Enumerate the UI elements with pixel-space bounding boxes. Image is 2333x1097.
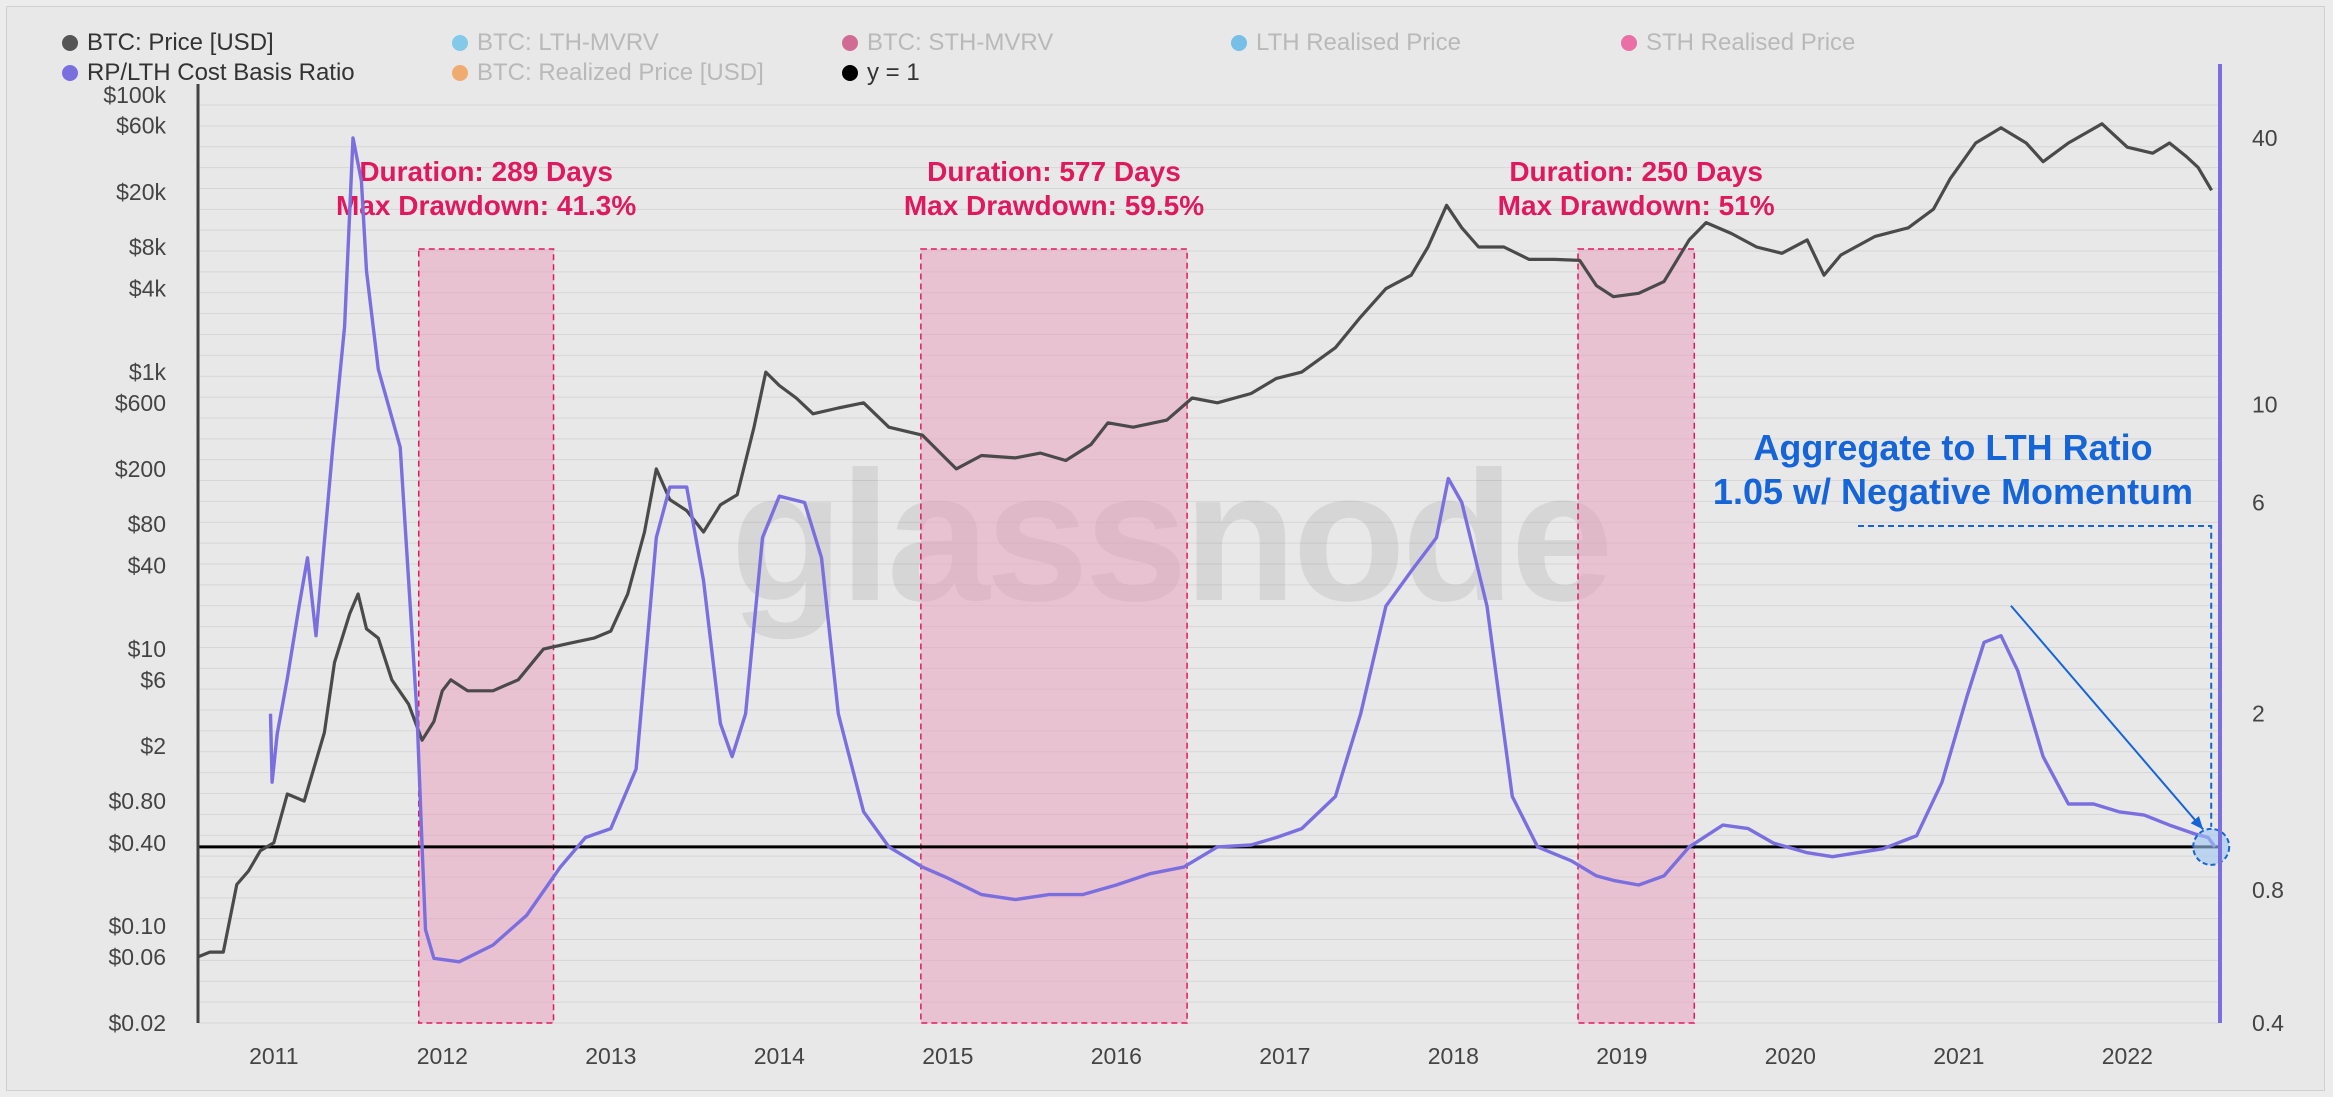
- rp-lth-ratio-line: [268, 136, 2217, 964]
- left-tick-2: $2: [140, 733, 166, 759]
- x-tick-2022: 2022: [2102, 1043, 2153, 1069]
- legend-label-lth-realised-price: LTH Realised Price: [1256, 29, 1461, 56]
- legend-item-btc-price[interactable]: BTC: Price [USD]: [62, 29, 274, 57]
- left-tick-8k: $8k: [129, 234, 167, 260]
- left-tick-0-80: $0.80: [108, 788, 166, 814]
- left-tick-0-06: $0.06: [108, 944, 166, 970]
- x-tick-2015: 2015: [922, 1043, 973, 1069]
- left-axis-ticks: $100k $60k $20k $8k $4k $1k $600 $200 $80 $40 $10 $…: [103, 82, 166, 1036]
- legend-dot-lth-mvrv: [452, 35, 468, 51]
- left-tick-0-02: $0.02: [108, 1010, 166, 1036]
- legend-item-lth-mvrv[interactable]: BTC: LTH-MVRV: [452, 29, 659, 57]
- band-duration-label-3: Duration: 250 Days: [1509, 156, 1763, 187]
- band-drawdown-label-3: Max Drawdown: 51%: [1498, 190, 1775, 221]
- x-tick-2012: 2012: [417, 1043, 468, 1069]
- x-tick-2013: 2013: [585, 1043, 636, 1069]
- drawdown-band-3: [1577, 248, 1696, 1024]
- right-tick-2: 2: [2252, 701, 2265, 727]
- legend-item-lth-realised-price[interactable]: LTH Realised Price: [1231, 29, 1461, 57]
- legend-label-y-equals-1: y = 1: [867, 59, 920, 86]
- left-tick-10: $10: [128, 636, 166, 662]
- x-tick-2016: 2016: [1091, 1043, 1142, 1069]
- momentum-arrow-head: [2190, 816, 2204, 830]
- legend-label-lth-mvrv: BTC: LTH-MVRV: [477, 29, 659, 56]
- left-tick-0-10: $0.10: [108, 913, 166, 939]
- drawdown-band-1: [417, 248, 555, 1024]
- legend-item-realized-price[interactable]: BTC: Realized Price [USD]: [452, 59, 764, 87]
- legend-dot-sth-realised-price: [1621, 35, 1637, 51]
- x-axis-ticks: 2011 2012 2013 2014 2015 2016 2017 2018 2019 2020…: [249, 1043, 2153, 1069]
- legend-dot-btc-price: [62, 35, 78, 51]
- legend-dot-sth-mvrv: [842, 35, 858, 51]
- x-tick-2020: 2020: [1765, 1043, 1816, 1069]
- left-tick-600: $600: [115, 390, 166, 416]
- legend-label-rp-lth-ratio: RP/LTH Cost Basis Ratio: [87, 59, 355, 86]
- annotation-title-line2: 1.05 w/ Negative Momentum: [1713, 471, 2193, 512]
- x-tick-2014: 2014: [754, 1043, 805, 1069]
- legend-dot-rp-lth-ratio: [62, 65, 78, 81]
- annotation-leader-line: [1858, 525, 2213, 827]
- left-tick-1k: $1k: [129, 359, 167, 385]
- left-tick-80: $80: [128, 511, 166, 537]
- btc-price-line: [197, 122, 2213, 959]
- left-tick-100k: $100k: [103, 82, 166, 108]
- legend-dot-lth-realised-price: [1231, 35, 1247, 51]
- x-tick-2017: 2017: [1259, 1043, 1310, 1069]
- x-tick-2019: 2019: [1596, 1043, 1647, 1069]
- left-tick-20k: $20k: [116, 179, 166, 205]
- right-tick-0-8: 0.8: [2252, 877, 2284, 903]
- legend-item-y-equals-1[interactable]: y = 1: [842, 59, 920, 87]
- legend-item-sth-realised-price[interactable]: STH Realised Price: [1621, 29, 1855, 57]
- left-tick-200: $200: [115, 456, 166, 482]
- band-duration-label-1: Duration: 289 Days: [359, 156, 613, 187]
- legend-dot-y-equals-1: [842, 65, 858, 81]
- band-drawdown-label-1: Max Drawdown: 41.3%: [336, 190, 636, 221]
- band-drawdown-label-2: Max Drawdown: 59.5%: [904, 190, 1204, 221]
- left-tick-4k: $4k: [129, 276, 167, 302]
- legend-label-sth-realised-price: STH Realised Price: [1646, 29, 1856, 56]
- right-tick-10: 10: [2252, 391, 2278, 417]
- band-duration-label-2: Duration: 577 Days: [927, 156, 1181, 187]
- legend-dot-realized-price: [452, 65, 468, 81]
- x-tick-2018: 2018: [1428, 1043, 1479, 1069]
- legend-label-realized-price: BTC: Realized Price [USD]: [477, 59, 764, 86]
- x-tick-2011: 2011: [249, 1043, 298, 1069]
- legend-item-rp-lth-ratio[interactable]: RP/LTH Cost Basis Ratio: [62, 59, 355, 87]
- left-tick-6: $6: [140, 667, 166, 693]
- right-tick-40: 40: [2252, 125, 2278, 151]
- legend-label-sth-mvrv: BTC: STH-MVRV: [867, 29, 1054, 56]
- right-axis-ticks: 40 10 6 2 0.8 0.4: [2252, 125, 2284, 1036]
- left-tick-40: $40: [128, 553, 166, 579]
- x-tick-2021: 2021: [1933, 1043, 1984, 1069]
- annotation-title-line1: Aggregate to LTH Ratio: [1753, 427, 2152, 468]
- left-tick-60k: $60k: [116, 113, 166, 139]
- chart-legend: BTC: Price [USD] BTC: LTH-MVRV BTC: STH-…: [0, 0, 2333, 90]
- right-tick-0-4: 0.4: [2252, 1010, 2284, 1036]
- current-ratio-marker: [2192, 827, 2231, 866]
- drawdown-band-2: [920, 248, 1188, 1024]
- right-tick-6: 6: [2252, 490, 2265, 516]
- momentum-trend-arrow: [2010, 605, 2204, 831]
- legend-label-btc-price: BTC: Price [USD]: [87, 29, 274, 56]
- legend-item-sth-mvrv[interactable]: BTC: STH-MVRV: [842, 29, 1053, 57]
- left-tick-0-40: $0.40: [108, 830, 166, 856]
